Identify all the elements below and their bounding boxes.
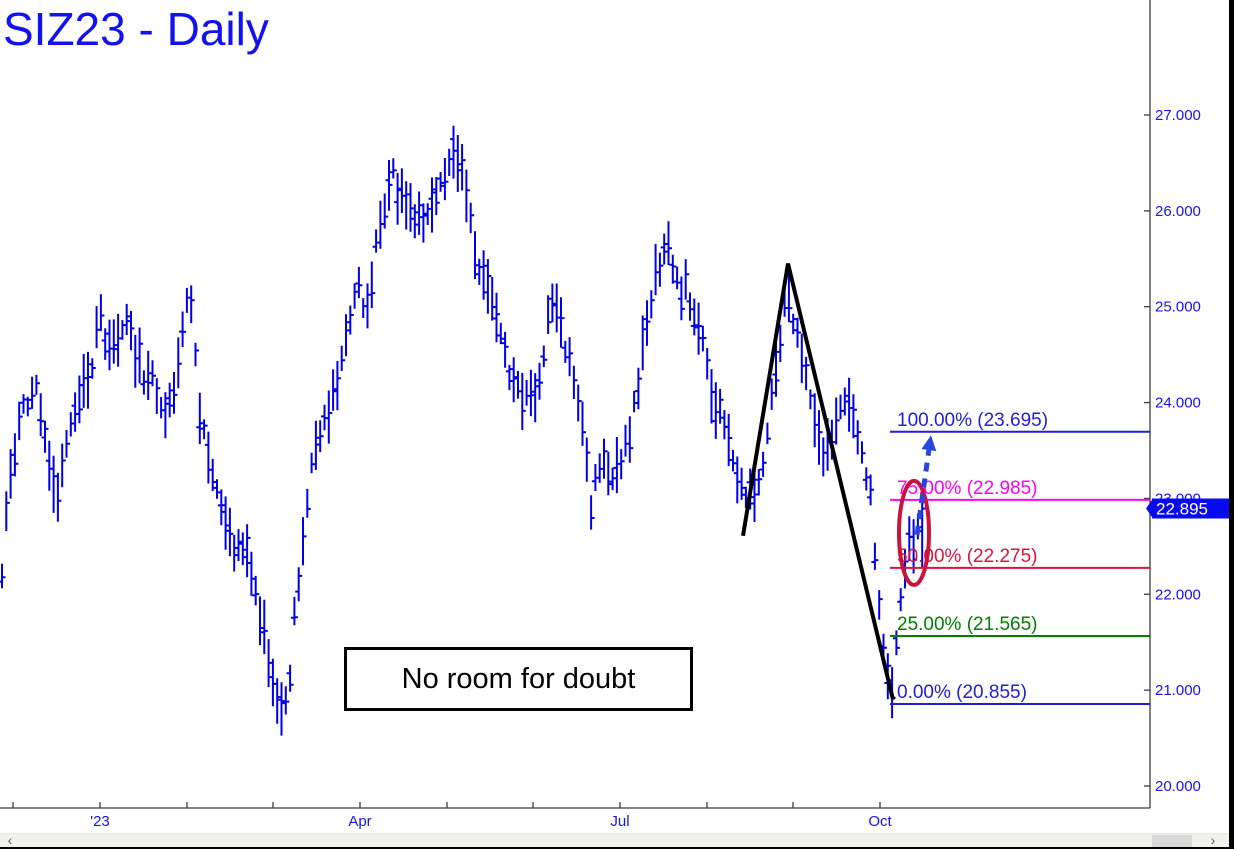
price-axis-label: 26.000 xyxy=(1155,203,1201,220)
price-axis-label: 21.000 xyxy=(1155,682,1201,699)
window-bottom-edge xyxy=(0,847,1234,849)
annotation-text: No room for doubt xyxy=(401,662,636,695)
fib-label-100: 100.00% (23.695) xyxy=(897,410,1048,431)
last-price-badge xyxy=(1152,498,1234,519)
last-price-badge-notch xyxy=(1146,498,1153,519)
highlight-ellipse xyxy=(897,478,931,587)
annotation-box: No room for doubt xyxy=(344,647,693,711)
price-axis-label: 20.000 xyxy=(1155,778,1201,795)
chart-title: SIZ23 - Daily xyxy=(3,3,269,55)
time-axis-label: '23 xyxy=(90,813,110,830)
last-price-badge-text: 22.895 xyxy=(1156,500,1208,519)
price-axis-label: 27.000 xyxy=(1155,107,1201,124)
scrollbar-thumb[interactable] xyxy=(1152,835,1192,847)
price-bars xyxy=(0,125,926,736)
scrollbar-right-arrow-icon[interactable]: › xyxy=(1210,832,1216,848)
time-axis-label: Oct xyxy=(868,813,892,830)
horizontal-scrollbar[interactable]: ‹ › xyxy=(0,833,1234,848)
fib-label-0: 0.00% (20.855) xyxy=(897,682,1027,703)
price-axis-label: 24.000 xyxy=(1155,395,1201,412)
trendline xyxy=(741,263,895,701)
time-axis-label: Jul xyxy=(610,813,629,830)
price-axis-label: 22.000 xyxy=(1155,586,1201,603)
fib-label-75: 75.00% (22.985) xyxy=(897,478,1038,499)
fib-label-50: 50.00% (22.275) xyxy=(897,546,1038,567)
fib-label-25: 25.00% (21.565) xyxy=(897,614,1038,635)
projection-arrow-head-icon xyxy=(921,435,937,452)
window-right-edge xyxy=(1229,0,1234,849)
scrollbar-left-arrow-icon[interactable]: ‹ xyxy=(7,832,13,848)
price-axis-label: 25.000 xyxy=(1155,299,1201,316)
projection-arrow-shaft xyxy=(914,449,932,536)
time-axis-label: Apr xyxy=(348,813,371,830)
